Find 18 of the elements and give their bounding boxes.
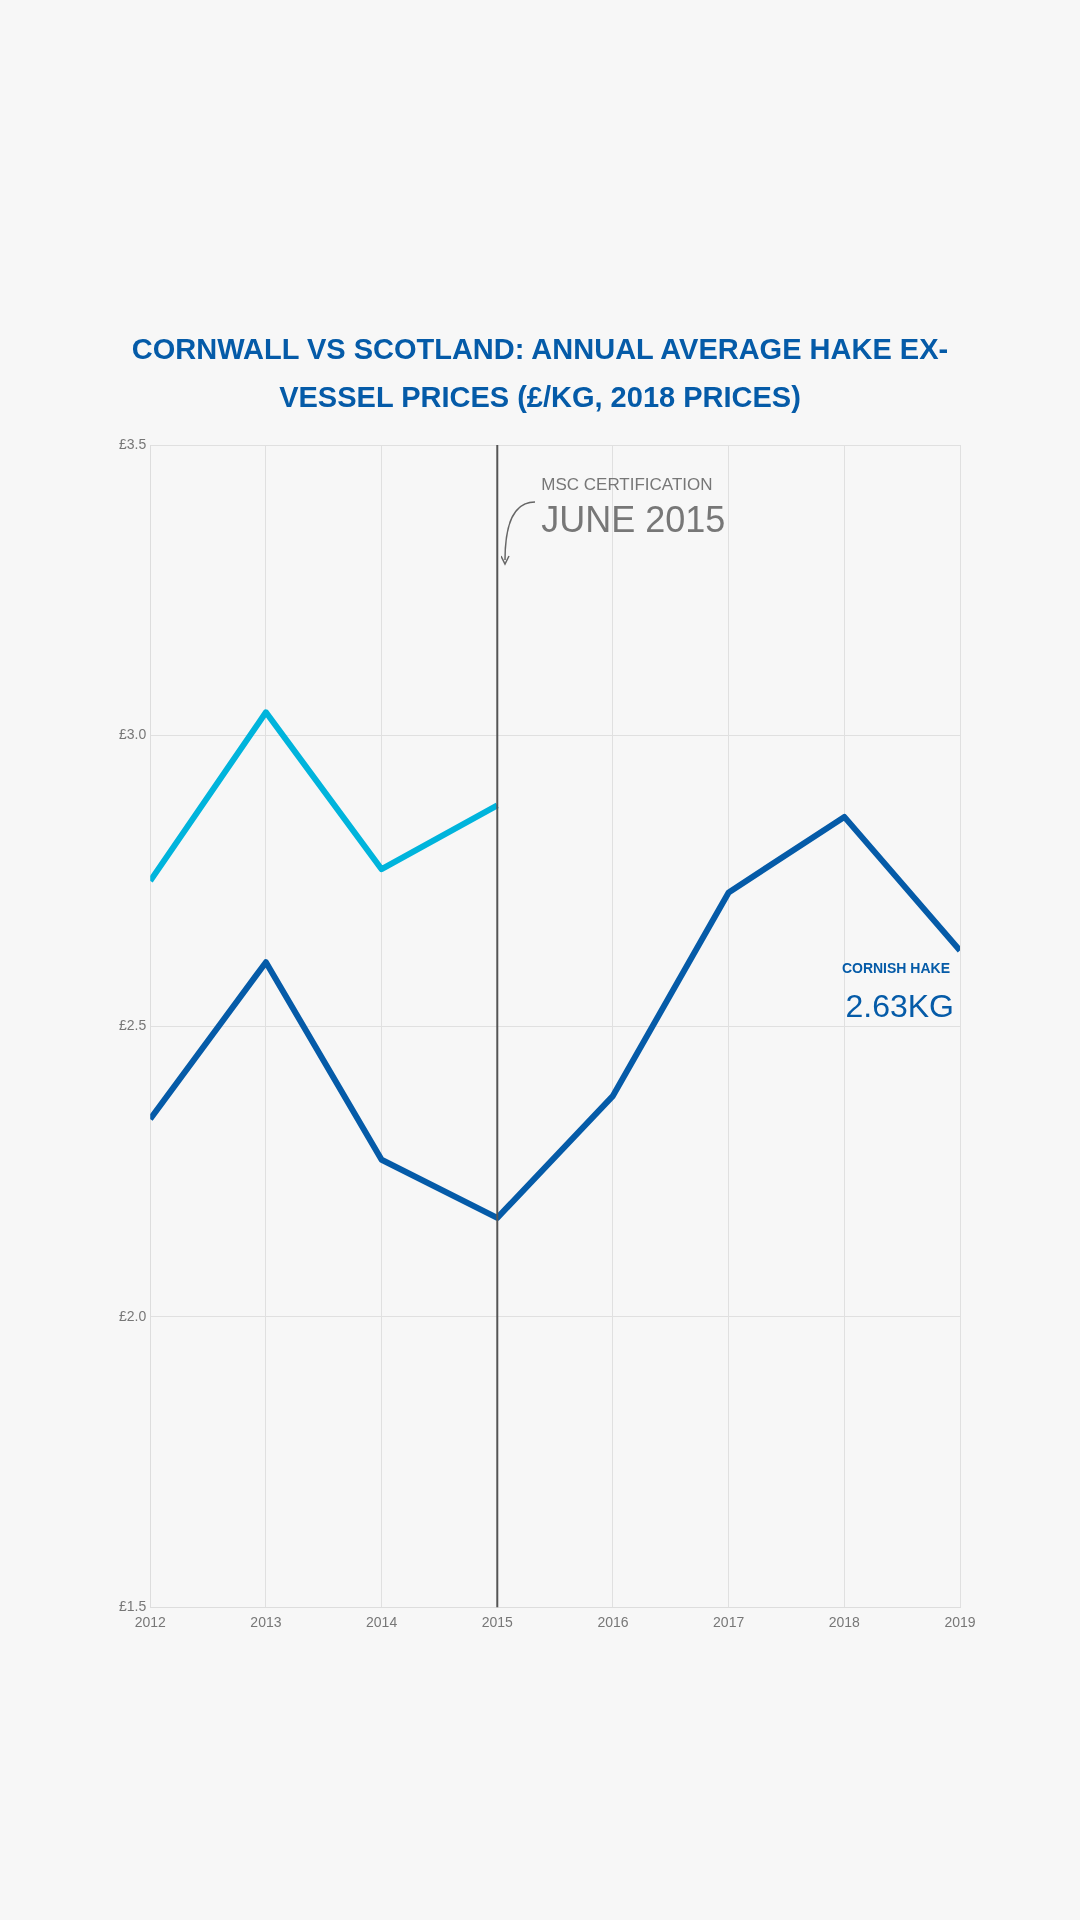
y-tick-label: £2.5	[119, 1016, 147, 1033]
y-tick-label: £3.0	[119, 726, 147, 743]
x-tick-label: 2015	[481, 1614, 514, 1631]
annotation: 2.63KG	[845, 987, 954, 1024]
x-tick-label: 2016	[597, 1614, 629, 1631]
x-tick-label: 2013	[250, 1614, 282, 1631]
x-tick-label: 2012	[134, 1614, 167, 1631]
y-tick-label: £1.5	[119, 1598, 147, 1615]
x-tick-label: 2017	[713, 1614, 745, 1631]
y-tick-label: £2.0	[119, 1307, 147, 1324]
chart-title: CORNWALL VS SCOTLAND: ANNUAL AVERAGE HAKE EX-VESSEL PRICES (£/KG, 2018 PRICES)	[130, 332, 950, 415]
ref-line-label: JUNE 2015	[541, 499, 726, 540]
x-tick-label: 2018	[828, 1614, 861, 1631]
x-tick-label: 2014	[366, 1614, 398, 1631]
annotation: MSC CERTIFICATION	[541, 475, 713, 494]
series-label: CORNISH HAKE	[841, 959, 950, 976]
y-tick-label: £3.5	[119, 435, 147, 452]
x-tick-label: 2019	[944, 1614, 976, 1631]
